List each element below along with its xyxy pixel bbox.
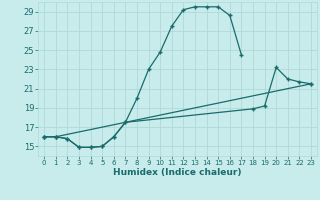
X-axis label: Humidex (Indice chaleur): Humidex (Indice chaleur) (113, 168, 242, 177)
